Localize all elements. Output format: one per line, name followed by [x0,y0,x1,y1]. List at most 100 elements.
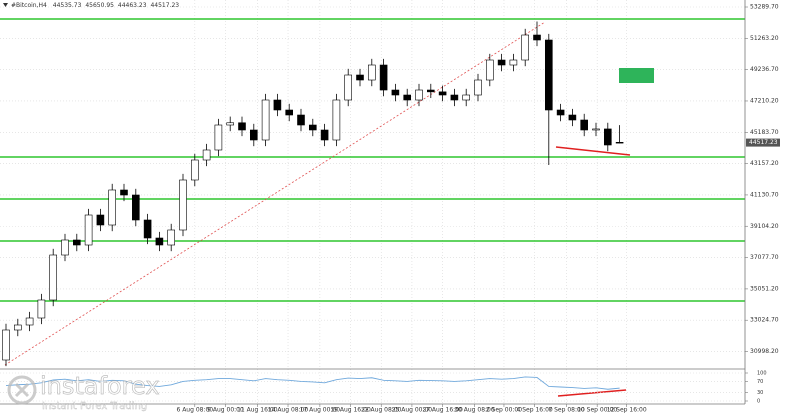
candle-body [2,329,10,361]
rsi-tick-label: 100 [757,371,767,377]
x-tick-label: 2 Sep 00:00 [486,407,522,414]
y-tick-label: 43157.20 [750,160,779,167]
candle-body [14,324,22,331]
rsi-pane: 100 70 30 0 [0,371,767,405]
rsi-divergence-line [557,389,627,397]
rsi-tick-label: 0 [757,399,760,405]
grid [0,0,745,404]
candle-body [273,99,282,111]
candle-body [615,142,624,144]
candle-body [485,59,494,81]
x-tick-label: 6 Aug 08:00 [176,407,213,414]
candle-body [84,214,93,246]
candle-body [426,89,435,93]
x-tick-label: 14 Aug 08:00 [268,407,309,414]
y-tick-label: 49236.70 [750,66,779,73]
x-tick-label: 9 Aug 00:00 [207,407,244,414]
price-tag [746,138,780,147]
candle-body [308,124,317,131]
watermark-logo-mark [14,382,30,398]
candle-body [250,129,258,141]
y-tick-label: 39104.20 [750,223,779,230]
candle-body [462,94,471,101]
candle-body [25,317,34,326]
candle-body [167,229,175,246]
candle-body [592,128,600,131]
candle-body [202,149,211,161]
rsi-tick-label: 30 [757,390,763,396]
candle-body [238,122,246,131]
ohlc-open: 44535.73 [53,2,82,9]
ohlc-low: 44463.23 [118,2,147,9]
candle-body [120,189,128,196]
candle-body [143,219,152,239]
candle-body [108,189,116,226]
rsi-tick-label: 70 [757,379,763,385]
watermark: instaforex Instant Forex Trading [7,372,160,412]
candle-body [261,99,270,141]
candle-body [403,94,412,101]
candle-body [73,239,81,246]
y-tick-label: 47210.20 [750,97,779,104]
menu-arrow [3,3,8,7]
x-tick-label: 7 Sep 08:00 [548,407,584,414]
candle-body [474,79,482,96]
ohlc-high: 45650.95 [85,2,114,9]
x-tick-label: 22 Aug 08:00 [361,407,402,414]
y-tick-label: 33024.70 [750,317,779,324]
candle-body [438,91,447,96]
x-tick-label: 17 Aug 00:00 [300,407,341,414]
x-tick-label: 25 Aug 00:00 [392,407,433,414]
candle-body [214,124,223,151]
candle-body [332,99,341,141]
candles [2,21,624,367]
y-tick-label: 45183.70 [750,129,779,136]
trend-line [4,21,546,366]
y-tick-label: 37077.70 [750,254,779,261]
candle-body [37,299,46,319]
watermark-tagline: Instant Forex Trading [42,401,147,412]
x-tick-label: 4 Sep 16:00 [517,407,553,414]
candle-body [96,214,105,226]
x-tick-label: 19 Aug 16:00 [330,407,371,414]
divergence-line [555,146,631,156]
candle-body [155,237,164,246]
candle-body [450,94,459,101]
candle-body [367,64,376,81]
candle-body [415,89,423,101]
candle-body [379,64,388,91]
candle-body [356,74,364,81]
candle-body [191,159,199,181]
watermark-logo [7,375,37,405]
x-tick-label: 27 Aug 16:00 [422,407,463,414]
candle-body [285,109,294,116]
candle-body [297,114,305,126]
y-tick-label: 35051.20 [750,285,779,292]
candle-body [556,109,565,116]
ohlc-close: 44517.23 [150,2,179,9]
candle-body [497,59,506,66]
watermark-brand: instaforex [40,372,160,400]
y-tick-label: 53289.70 [750,4,779,11]
y-tick-label: 30998.20 [750,348,779,355]
x-tick-label: 11 Aug 16:00 [237,407,278,414]
candle-body [132,194,140,221]
symbol: #Bitcoin,H4 [11,2,47,9]
candle-body [61,239,69,256]
y-tick-label: 41130.70 [750,191,779,198]
candle-body [509,59,518,66]
chart-title: #Bitcoin,H4 44535.73 45650.95 44463.23 4… [11,2,179,9]
candle-body [603,128,612,146]
candle-body [391,89,400,96]
rsi-line [5,376,620,390]
price-tag-label: 44517.23 [749,139,778,146]
x-tick-label: 10 Sep 00:00 [577,407,617,414]
candle-body [179,179,187,231]
candle-body [49,254,58,301]
candle-body [226,122,234,126]
candle-body [544,39,553,111]
x-tick-label: 12 Sep 16:00 [607,407,647,414]
candle-body [580,119,589,131]
